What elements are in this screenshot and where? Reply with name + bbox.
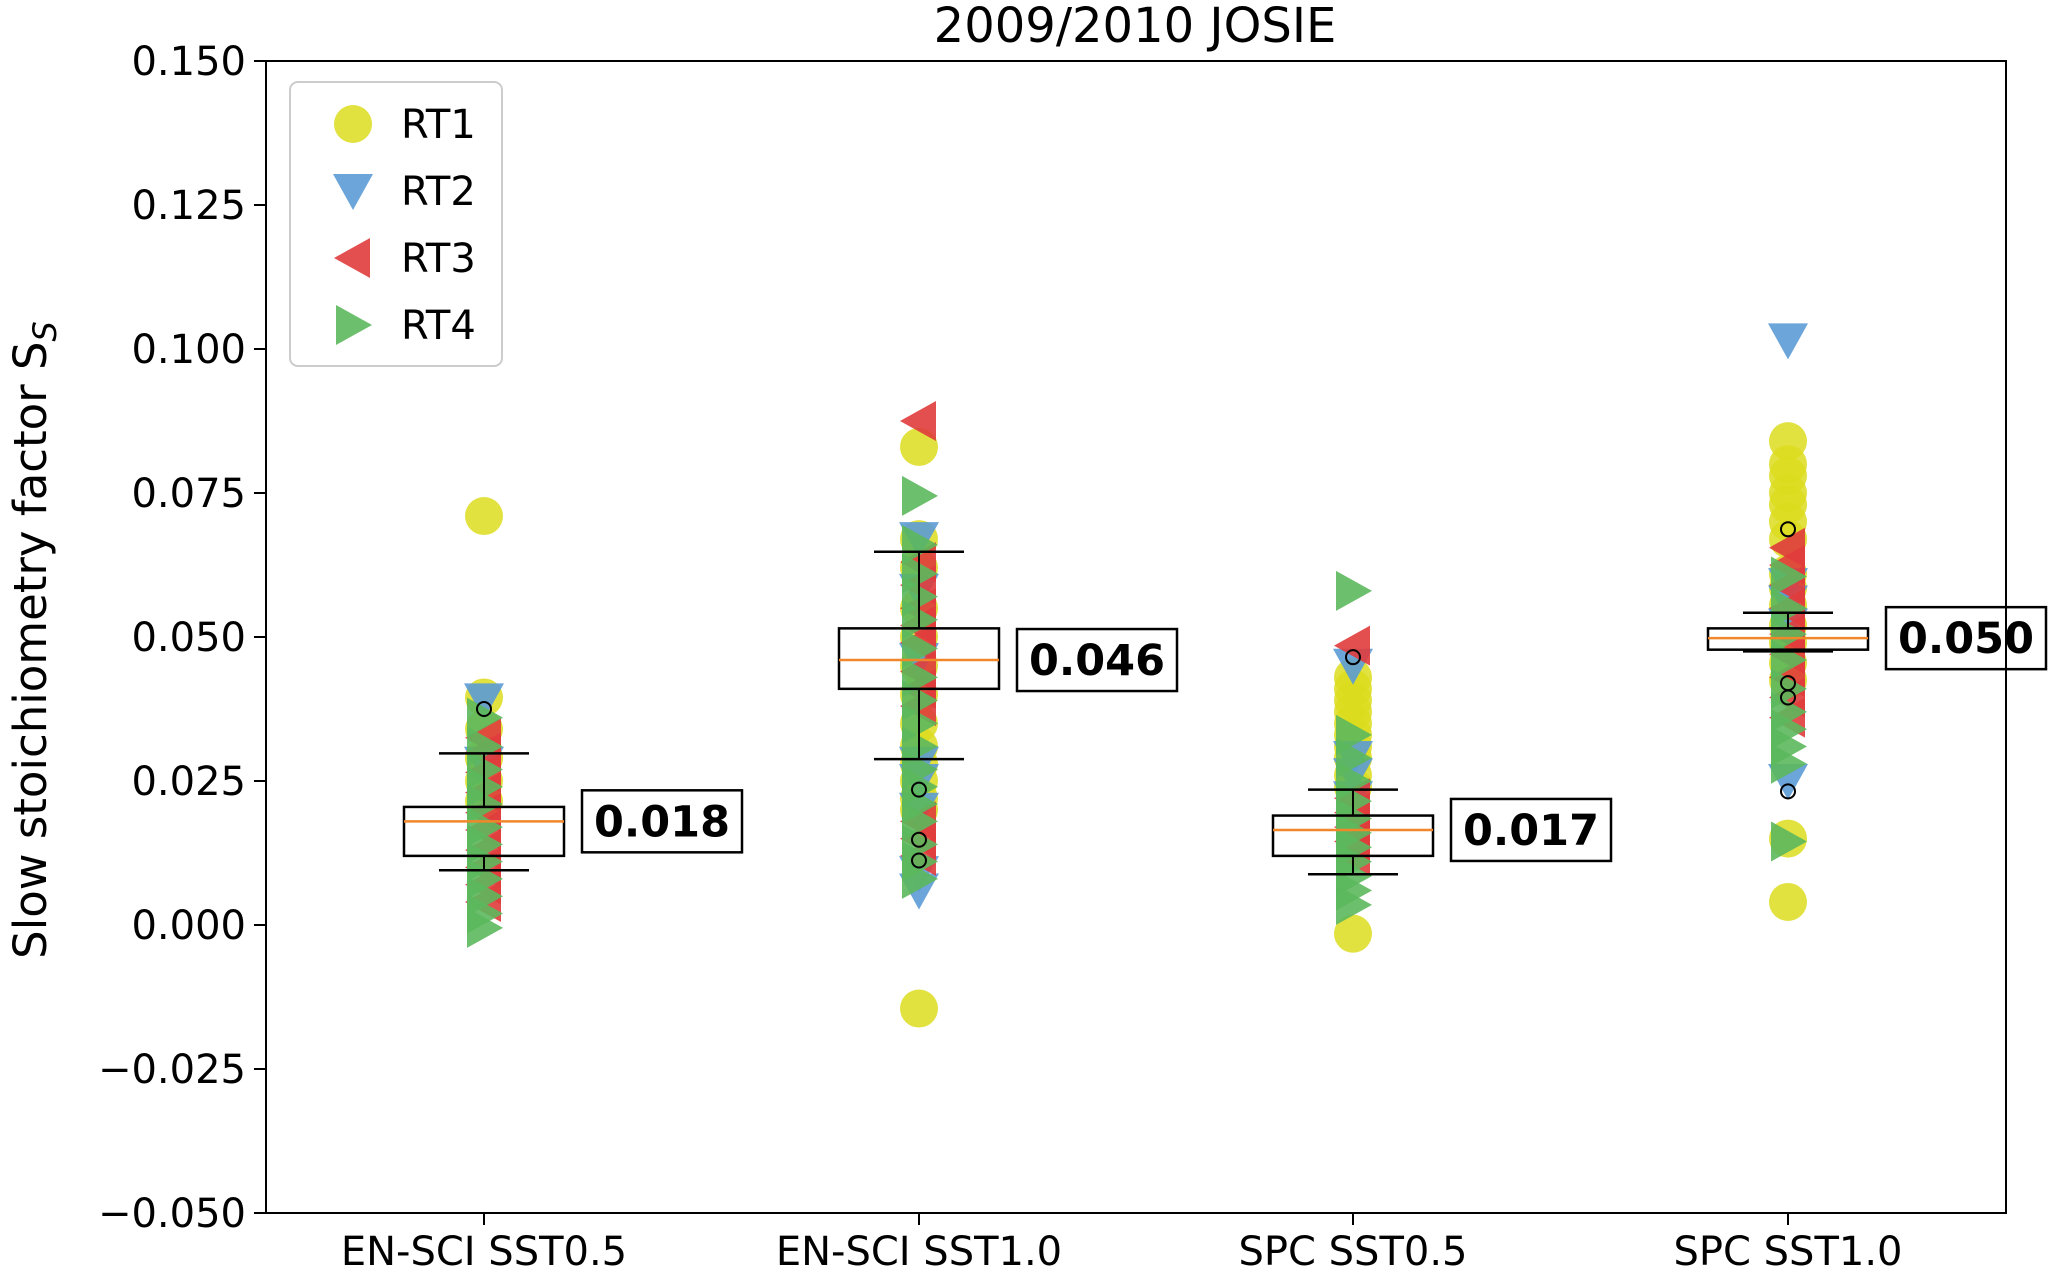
data-point-rt2 — [1768, 323, 1808, 359]
y-axis-label: Slow stoichiometry factor SS — [4, 321, 64, 959]
legend-label: RT4 — [401, 303, 476, 349]
x-tick-label: EN-SCI SST1.0 — [776, 1229, 1062, 1274]
x-tick-label: SPC SST0.5 — [1239, 1229, 1468, 1274]
series-rt1 — [465, 422, 1807, 1027]
y-axis-label-text: Slow stoichiometry factor S — [4, 341, 57, 958]
legend: RT1 RT2 RT3 RT4 — [290, 82, 502, 366]
data-point-rt4 — [902, 476, 938, 516]
median-label: 0.046 — [1029, 636, 1165, 686]
y-tick-label: 0.000 — [131, 903, 246, 949]
y-tick-label: 0.075 — [131, 471, 246, 517]
series-rt4 — [467, 476, 1807, 948]
median-label: 0.017 — [1463, 806, 1599, 856]
y-tick-label: −0.025 — [98, 1047, 246, 1093]
data-point-rt4 — [1336, 571, 1372, 611]
y-axis-label-subscript: S — [26, 321, 64, 341]
chart-title: 2009/2010 JOSIE — [934, 0, 1337, 54]
box-1: 0.018 — [404, 753, 742, 870]
y-tick-label: 0.100 — [131, 327, 246, 373]
y-tick-label: 0.150 — [131, 39, 246, 85]
legend-label: RT1 — [401, 102, 476, 148]
y-tick-label: 0.025 — [131, 759, 246, 805]
legend-label: RT3 — [401, 236, 476, 282]
legend-marker-rt1 — [334, 105, 372, 143]
median-label: 0.050 — [1898, 614, 2034, 664]
x-tick-label: EN-SCI SST0.5 — [341, 1229, 627, 1274]
box-2: 0.046 — [839, 552, 1177, 759]
y-tick-label: 0.125 — [131, 183, 246, 229]
x-tick-label: SPC SST1.0 — [1674, 1229, 1903, 1274]
y-tick-label: 0.050 — [131, 615, 246, 661]
y-tick-label: −0.050 — [98, 1191, 246, 1237]
data-point-rt1 — [900, 990, 938, 1028]
legend-label: RT2 — [401, 169, 476, 215]
box-3: 0.017 — [1273, 790, 1611, 875]
median-label: 0.018 — [594, 797, 730, 847]
data-point-rt1 — [1769, 883, 1807, 921]
data-point-rt1 — [465, 497, 503, 535]
box-4: 0.050 — [1708, 607, 2046, 669]
